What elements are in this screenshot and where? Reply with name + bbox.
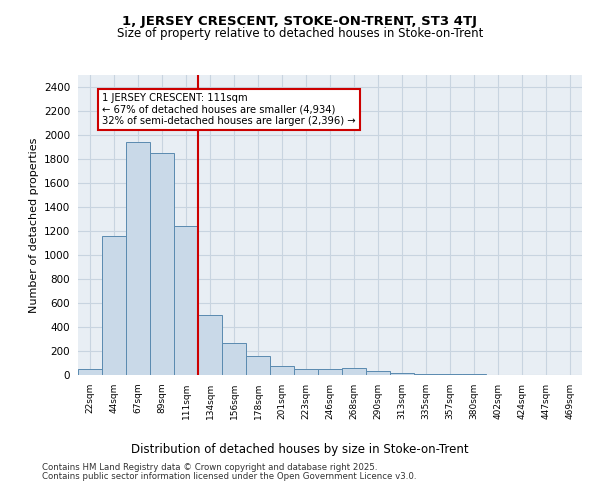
Bar bbox=[222, 342, 246, 375]
Bar bbox=[126, 142, 150, 375]
Bar bbox=[462, 374, 486, 375]
Text: 1, JERSEY CRESCENT, STOKE-ON-TRENT, ST3 4TJ: 1, JERSEY CRESCENT, STOKE-ON-TRENT, ST3 … bbox=[122, 15, 478, 28]
Bar bbox=[414, 374, 438, 375]
Bar bbox=[366, 372, 390, 375]
Y-axis label: Number of detached properties: Number of detached properties bbox=[29, 138, 38, 312]
Bar bbox=[150, 153, 174, 375]
Text: 1 JERSEY CRESCENT: 111sqm
← 67% of detached houses are smaller (4,934)
32% of se: 1 JERSEY CRESCENT: 111sqm ← 67% of detac… bbox=[102, 93, 356, 126]
Bar bbox=[270, 366, 294, 375]
Bar bbox=[438, 374, 462, 375]
Bar bbox=[102, 236, 126, 375]
Bar bbox=[342, 368, 366, 375]
Text: Distribution of detached houses by size in Stoke-on-Trent: Distribution of detached houses by size … bbox=[131, 442, 469, 456]
Bar bbox=[294, 369, 318, 375]
Bar bbox=[78, 369, 102, 375]
Text: Size of property relative to detached houses in Stoke-on-Trent: Size of property relative to detached ho… bbox=[117, 28, 483, 40]
Bar bbox=[246, 356, 270, 375]
Bar bbox=[198, 315, 222, 375]
Bar bbox=[390, 372, 414, 375]
Bar bbox=[174, 226, 198, 375]
Text: Contains public sector information licensed under the Open Government Licence v3: Contains public sector information licen… bbox=[42, 472, 416, 481]
Bar bbox=[318, 369, 342, 375]
Text: Contains HM Land Registry data © Crown copyright and database right 2025.: Contains HM Land Registry data © Crown c… bbox=[42, 464, 377, 472]
